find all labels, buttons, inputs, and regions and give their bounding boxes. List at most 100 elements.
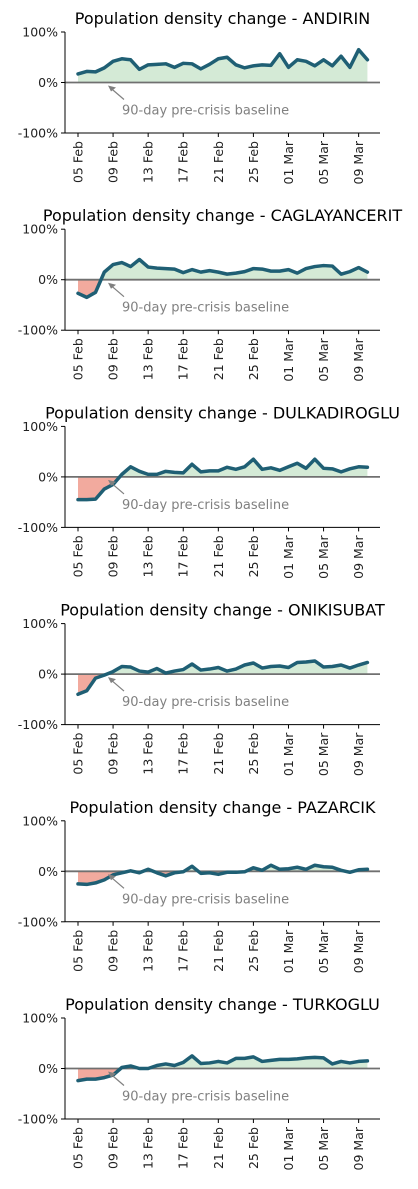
series-line <box>76 659 370 697</box>
y-tick-label: 100% <box>22 25 58 40</box>
x-tick-label: 01 Mar <box>281 929 296 973</box>
chart-title: Population density change - CAGLAYANCERI… <box>43 206 403 225</box>
annotation-text: 90-day pre-crisis baseline <box>122 1090 289 1105</box>
annotation-text: 90-day pre-crisis baseline <box>122 892 289 907</box>
x-tick-label: 13 Feb <box>141 338 156 380</box>
annotation-text: 90-day pre-crisis baseline <box>122 104 289 119</box>
x-tick-label: 21 Feb <box>211 338 226 380</box>
x-tick-label: 21 Feb <box>211 1127 226 1169</box>
x-tick-label: 09 Mar <box>351 1126 366 1170</box>
series-line <box>76 457 370 502</box>
x-tick-label: 09 Mar <box>351 929 366 973</box>
area-above-baseline <box>106 660 368 675</box>
x-tick-label: 05 Feb <box>71 930 86 972</box>
x-tick-label: 09 Feb <box>106 930 121 972</box>
x-tick-label: 01 Mar <box>281 732 296 776</box>
y-tick-label: 100% <box>22 222 58 237</box>
y-tick-label: 0% <box>38 864 58 879</box>
annotation-arrow-head <box>108 1071 116 1078</box>
series-line <box>76 257 370 300</box>
annotation-arrow-head <box>108 677 116 684</box>
x-tick-label: 13 Feb <box>141 141 156 183</box>
x-tick-label: 01 Mar <box>281 337 296 381</box>
annotation-arrow-head <box>108 479 116 486</box>
chart-title: Population density change - TURKOGLU <box>65 995 380 1014</box>
annotation-arrow-head <box>108 282 116 289</box>
x-tick-label: 13 Feb <box>141 733 156 775</box>
x-tick-label: 05 Mar <box>316 1126 331 1170</box>
y-tick-label: -100% <box>18 323 58 338</box>
x-tick-label: 09 Feb <box>106 1127 121 1169</box>
x-tick-label: 13 Feb <box>141 1127 156 1169</box>
chart-panel-0: Population density change - ANDIRIN 100% 0… <box>18 9 380 184</box>
area-below-baseline <box>78 871 368 885</box>
chart-title: Population density change - ANDIRIN <box>75 9 370 28</box>
annotation-arrow-head <box>108 874 116 881</box>
annotation-arrow-head <box>108 85 116 92</box>
series-line <box>76 863 370 887</box>
x-tick-label: 01 Mar <box>281 1126 296 1170</box>
series-line <box>76 1054 370 1083</box>
x-tick-label: 09 Feb <box>106 338 121 380</box>
x-tick-label: 09 Feb <box>106 733 121 775</box>
x-tick-label: 13 Feb <box>141 930 156 972</box>
x-tick-label: 09 Mar <box>351 732 366 776</box>
x-tick-label: 01 Mar <box>281 535 296 579</box>
y-tick-label: -100% <box>18 914 58 929</box>
x-tick-label: 09 Mar <box>351 535 366 579</box>
y-tick-label: 100% <box>22 813 58 828</box>
area-above-baseline <box>101 259 368 280</box>
x-tick-label: 05 Mar <box>316 732 331 776</box>
chart-panel-3: Population density change - ONIKISUBAT10… <box>18 601 385 776</box>
x-tick-label: 09 Feb <box>106 141 121 183</box>
chart-panel-4: Population density change - PAZARCIK 100%… <box>18 798 380 973</box>
area-above-baseline <box>78 49 368 83</box>
y-tick-label: 0% <box>38 667 58 682</box>
x-tick-label: 09 Feb <box>106 535 121 577</box>
x-tick-label: 05 Feb <box>71 141 86 183</box>
x-tick-label: 21 Feb <box>211 733 226 775</box>
chart-panel-1: Population density change - CAGLAYANCERI… <box>18 206 403 381</box>
x-tick-label: 17 Feb <box>176 338 191 380</box>
y-tick-label: 0% <box>38 272 58 287</box>
y-tick-label: -100% <box>18 1112 58 1127</box>
area-above-baseline <box>119 459 368 477</box>
x-tick-label: 21 Feb <box>211 141 226 183</box>
x-tick-label: 05 Feb <box>71 535 86 577</box>
x-tick-label: 13 Feb <box>141 535 156 577</box>
y-tick-label: 0% <box>38 75 58 90</box>
annotation-text: 90-day pre-crisis baseline <box>122 301 289 316</box>
chart-title: Population density change - DULKADIROGLU <box>45 403 400 422</box>
y-tick-label: -100% <box>18 520 58 535</box>
chart-panel-2: Population density change - DULKADIROGLU… <box>18 403 400 578</box>
x-tick-label: 21 Feb <box>211 535 226 577</box>
x-tick-label: 09 Mar <box>351 140 366 184</box>
x-tick-label: 05 Feb <box>71 733 86 775</box>
y-tick-label: -100% <box>18 126 58 141</box>
x-tick-label: 17 Feb <box>176 535 191 577</box>
x-tick-label: 25 Feb <box>246 141 261 183</box>
x-tick-label: 25 Feb <box>246 1127 261 1169</box>
x-tick-label: 05 Mar <box>316 535 331 579</box>
x-tick-label: 21 Feb <box>211 930 226 972</box>
area-below-baseline <box>78 279 102 298</box>
y-tick-label: 100% <box>22 616 58 631</box>
chart-title: Population density change - PAZARCIK <box>70 798 376 817</box>
x-tick-label: 09 Mar <box>351 337 366 381</box>
x-tick-label: 17 Feb <box>176 141 191 183</box>
x-tick-label: 25 Feb <box>246 930 261 972</box>
x-tick-label: 25 Feb <box>246 338 261 380</box>
x-tick-label: 17 Feb <box>176 733 191 775</box>
x-tick-label: 05 Mar <box>316 929 331 973</box>
x-tick-label: 17 Feb <box>176 1127 191 1169</box>
x-tick-label: 05 Feb <box>71 338 86 380</box>
area-below-baseline <box>78 476 368 500</box>
y-tick-label: 100% <box>22 419 58 434</box>
x-tick-label: 05 Mar <box>316 140 331 184</box>
chart-title: Population density change - ONIKISUBAT <box>60 601 385 620</box>
series-line <box>76 47 370 76</box>
x-tick-label: 17 Feb <box>176 930 191 972</box>
x-tick-label: 05 Feb <box>71 1127 86 1169</box>
